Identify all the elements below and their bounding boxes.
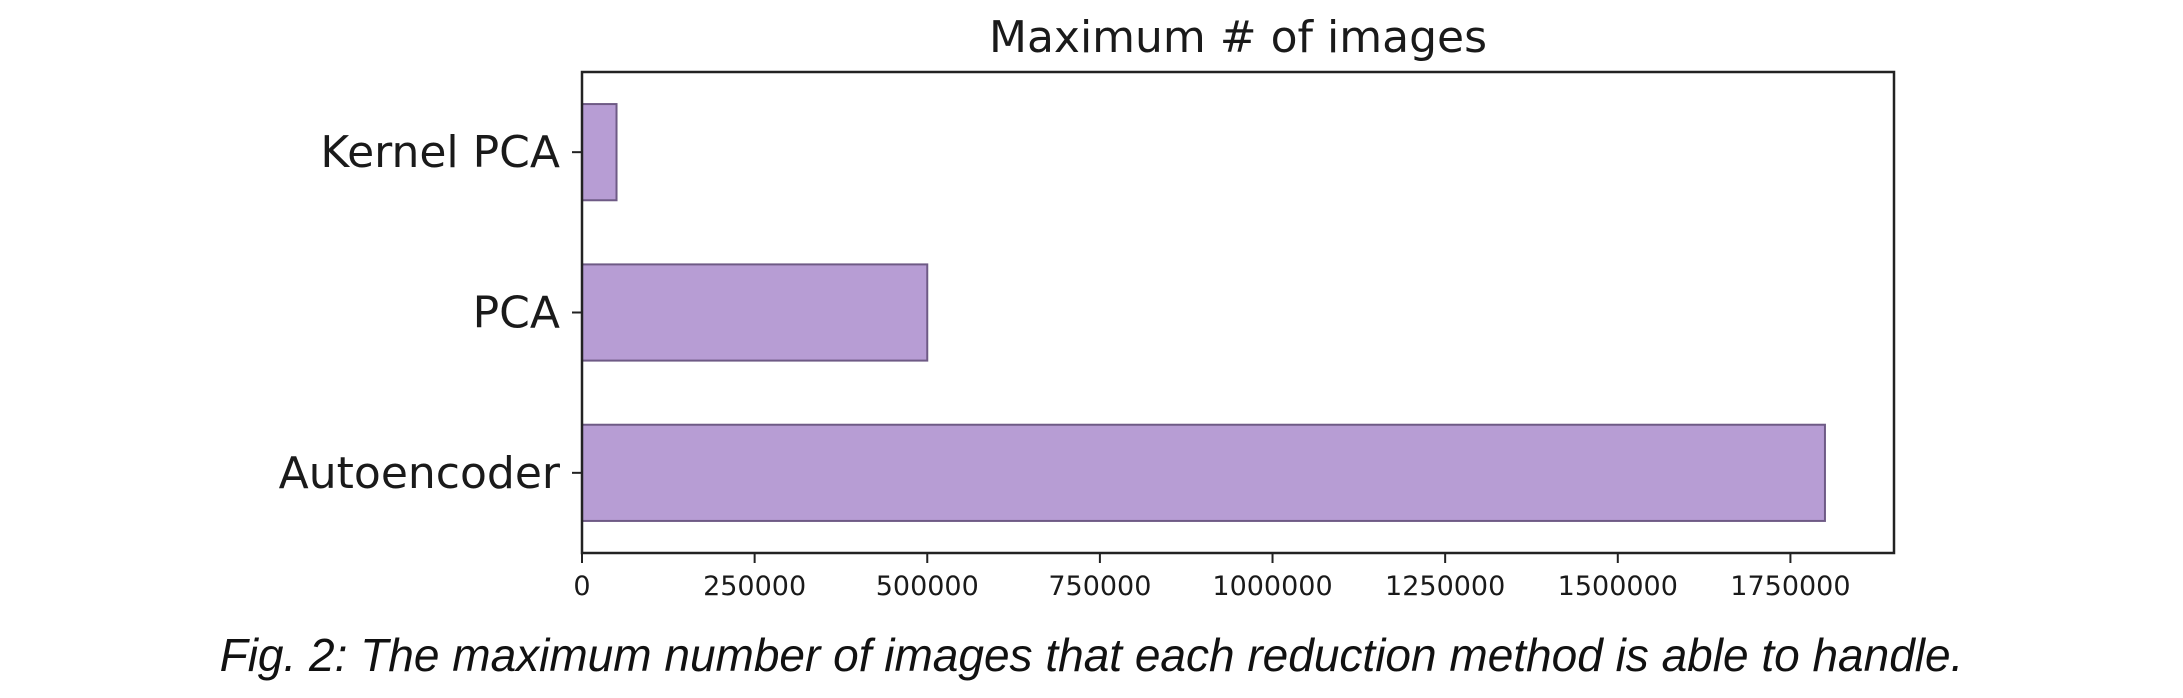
bar-autoencoder [581,423,1826,522]
category-label: Autoencoder [279,448,561,499]
x-tick-label: 750000 [1048,571,1151,602]
category-label: PCA [473,288,560,339]
figure-caption: Fig. 2: The maximum number of images tha… [219,629,1964,681]
bars-layer [581,103,1826,522]
y-axis-categories: Kernel PCA PCA Autoencoder [279,127,582,499]
bar-kernel-pca [581,103,618,202]
x-axis-ticks: 0 250000 500000 750000 1000000 1250000 1500000… [573,553,1851,602]
bar-pca [581,263,929,362]
category-label: Kernel PCA [320,127,560,178]
plot-frame [580,70,1896,555]
x-tick-label: 1750000 [1730,571,1850,602]
x-tick-label: 250000 [703,571,806,602]
bar-chart: Maximum # of images 0 250000 500000 750000 1… [279,12,1896,602]
x-tick-label: 0 [573,571,590,602]
x-tick-label: 1000000 [1212,571,1332,602]
x-tick-label: 1250000 [1385,571,1505,602]
x-tick-label: 1500000 [1558,571,1678,602]
x-tick-label: 500000 [876,571,979,602]
chart-title: Maximum # of images [989,12,1487,63]
